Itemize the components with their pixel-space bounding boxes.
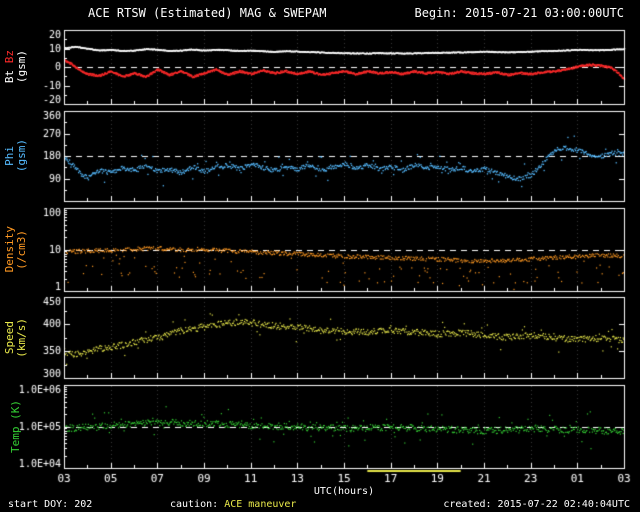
y-axis-label-line: (km/s) xyxy=(15,317,28,358)
plot-title: ACE RTSW (Estimated) MAG & SWEPAM xyxy=(88,6,327,20)
y-axis-label-line: (gsm) xyxy=(15,50,28,84)
y-axis-label-line: Temp (K) xyxy=(9,400,22,453)
y-axis-label-density: Density (/cm3) xyxy=(0,208,32,291)
created-timestamp: created: 2015-07-22 02:40:04UTC xyxy=(443,499,630,510)
y-axis-label-temp: Temp (K) xyxy=(0,385,32,468)
caution-label: caution: ACE maneuver xyxy=(170,499,296,510)
y-axis-label-phi: Phi (gsm) xyxy=(0,111,32,201)
caution-prefix: caution: xyxy=(170,499,219,510)
begin-timestamp: Begin: 2015-07-21 03:00:00UTC xyxy=(414,6,624,20)
y-axis-label-line: (/cm3) xyxy=(15,229,28,270)
y-axis-label-speed: Speed (km/s) xyxy=(0,297,32,378)
x-axis-title: UTC(hours) xyxy=(313,486,375,497)
y-axis-label-line: (gsm) xyxy=(15,139,28,173)
start-doy-label: start DOY: 202 xyxy=(8,499,93,510)
caution-text: ACE maneuver xyxy=(224,499,297,510)
y-axis-label-mag: Bt Bz (gsm) xyxy=(0,30,32,104)
